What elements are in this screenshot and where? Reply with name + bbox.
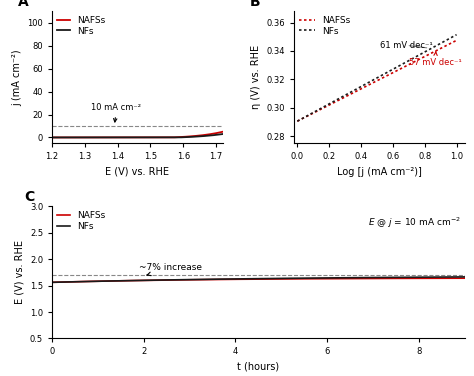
Legend: NAFSs, NFs: NAFSs, NFs — [57, 211, 106, 231]
X-axis label: E (V) vs. RHE: E (V) vs. RHE — [105, 167, 169, 177]
Y-axis label: j (mA cm⁻²): j (mA cm⁻²) — [12, 49, 22, 106]
Text: ~7% increase: ~7% increase — [139, 263, 202, 276]
Text: C: C — [24, 190, 34, 204]
Text: 61 mV dec⁻¹: 61 mV dec⁻¹ — [380, 41, 433, 50]
Text: 57 mV dec⁻¹: 57 mV dec⁻¹ — [409, 52, 462, 67]
Text: 10 mA cm⁻²: 10 mA cm⁻² — [91, 103, 141, 122]
Text: A: A — [18, 0, 29, 9]
Legend: NAFSs, NFs: NAFSs, NFs — [57, 16, 106, 36]
Y-axis label: η (V) vs. RHE: η (V) vs. RHE — [251, 45, 261, 109]
X-axis label: Log [j (mA cm⁻²)]: Log [j (mA cm⁻²)] — [337, 167, 422, 177]
Legend: NAFSs, NFs: NAFSs, NFs — [299, 16, 350, 36]
Text: B: B — [250, 0, 260, 9]
Text: $E$ @ $j$ = 10 mA cm$^{-2}$: $E$ @ $j$ = 10 mA cm$^{-2}$ — [368, 216, 460, 230]
X-axis label: t (hours): t (hours) — [237, 362, 279, 372]
Y-axis label: E (V) vs. RHE: E (V) vs. RHE — [14, 240, 24, 305]
